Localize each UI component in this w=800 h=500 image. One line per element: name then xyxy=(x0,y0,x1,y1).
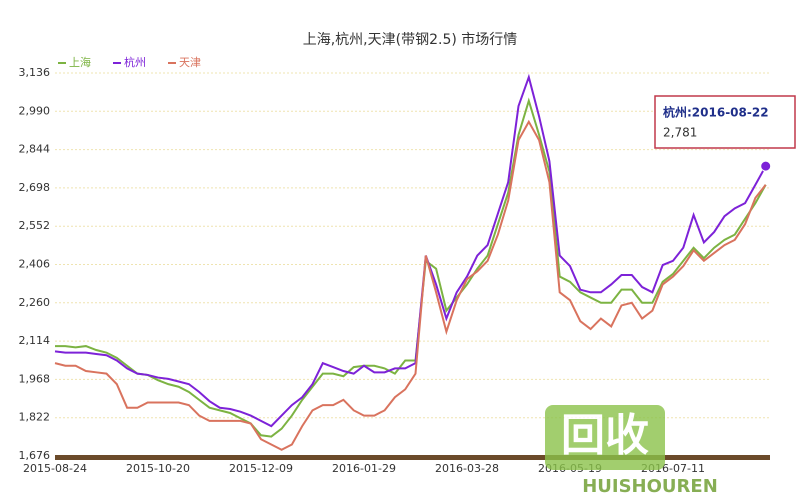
y-tick-label: 3,136 xyxy=(19,66,51,79)
chart-title: 上海,杭州,天津(带钢2.5) 市场行情 xyxy=(303,31,518,48)
x-tick-label: 2016-03-28 xyxy=(435,462,499,475)
legend-label: 天津 xyxy=(179,56,201,69)
y-tick-label: 1,968 xyxy=(19,372,51,385)
y-tick-label: 2,406 xyxy=(19,258,51,271)
tooltip-box xyxy=(654,95,796,149)
x-tick-label: 2015-08-24 xyxy=(23,462,87,475)
tooltip: 杭州:2016-08-22 2,781 xyxy=(654,95,796,172)
y-tick-label: 2,990 xyxy=(19,104,51,117)
series-line xyxy=(55,97,767,438)
y-tick-label: 2,552 xyxy=(19,219,51,232)
tooltip-label: 杭州:2016-08-22 xyxy=(663,105,769,120)
x-axis xyxy=(55,455,770,460)
y-tick-label: 2,260 xyxy=(19,296,51,309)
watermark-text: HUISHOUREN xyxy=(582,476,718,497)
x-tick-label: 2015-12-09 xyxy=(229,462,293,475)
y-tick-label: 1,676 xyxy=(19,449,51,462)
legend-label: 杭州 xyxy=(124,55,146,69)
y-tick-label: 2,844 xyxy=(19,143,51,156)
watermark: 回收 HUISHOUREN xyxy=(545,405,718,497)
series-line xyxy=(54,73,767,428)
y-tick-label: 2,114 xyxy=(19,334,51,347)
legend-label: 上海 xyxy=(69,55,91,69)
y-tick-label: 2,698 xyxy=(19,181,51,194)
watermark-logo xyxy=(545,405,665,470)
x-tick-label: 2016-01-29 xyxy=(332,462,396,475)
series-line xyxy=(54,119,767,451)
highlight-marker xyxy=(760,160,772,172)
watermark-mark: 回收 xyxy=(561,410,649,461)
plot xyxy=(54,73,767,451)
tooltip-value: 2,781 xyxy=(663,126,697,140)
y-tick-label: 1,822 xyxy=(19,411,51,424)
x-tick-label: 2015-10-20 xyxy=(126,462,190,475)
legend: 上海 杭州 天津 xyxy=(58,55,201,69)
